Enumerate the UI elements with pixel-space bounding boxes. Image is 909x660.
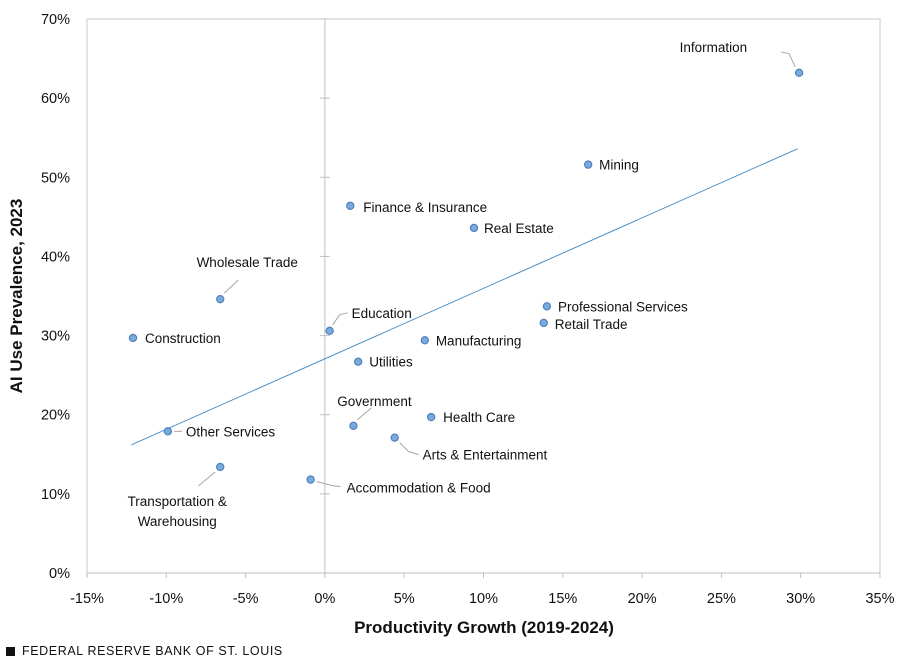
data-point-transportation-and-warehousing (216, 462, 225, 472)
point-label-arts-and-entertainment: Arts & Entertainment (423, 448, 548, 463)
point-label-health-care: Health Care (443, 410, 515, 425)
axes (86, 18, 881, 578)
y-tick-label: 40% (41, 249, 70, 265)
leader-lines (173, 51, 796, 488)
leader-line-wholesale-trade (223, 279, 239, 294)
data-point-retail-trade (539, 318, 548, 328)
leader-line-accommodation-and-food (316, 481, 341, 488)
x-tick-label: -5% (233, 591, 259, 607)
x-tick-label: 0% (314, 591, 335, 607)
point-label-government: Government (337, 394, 412, 409)
leader-line-arts-and-entertainment (399, 442, 419, 456)
tick-labels: -15% -10% -5% 0% 5% 10% 15% 20% 25% 30% 35% 0% 10% 20… (41, 12, 895, 607)
point-label-mining: Mining (599, 158, 639, 173)
data-point-professional-services (542, 302, 552, 311)
x-tick-label: 35% (865, 591, 894, 607)
leader-line-government (357, 407, 372, 421)
data-point-manufacturing (420, 336, 430, 345)
x-axis-title: Productivity Growth (2019-2024) (354, 618, 614, 637)
y-tick-label: 60% (41, 91, 70, 107)
point-label-line: Transportation & (128, 494, 227, 509)
point-label-construction: Construction (145, 331, 221, 346)
data-point-finance-and-insurance (346, 201, 355, 210)
scatter-chart: -15% -10% -5% 0% 5% 10% 15% 20% 25% 30% 35% 0% 10% 20… (7, 12, 895, 637)
data-point-health-care (426, 412, 436, 422)
x-tick-label: 20% (628, 591, 657, 607)
square-icon (6, 646, 15, 656)
y-tick-label: 50% (41, 170, 70, 186)
point-label-education: Education (352, 306, 412, 321)
data-point-wholesale-trade (216, 294, 225, 304)
x-tick-label: 5% (394, 591, 415, 607)
point-label-line: Warehousing (138, 514, 217, 529)
x-tick-label: 30% (786, 591, 815, 607)
x-tick-label: 25% (707, 591, 736, 607)
leader-line-information (780, 51, 796, 68)
point-label-information: Information (680, 40, 748, 55)
leader-line-transportation-and-warehousing (197, 471, 216, 487)
point-label-professional-services: Professional Services (558, 299, 688, 314)
y-tick-label: 30% (41, 329, 70, 345)
data-point-utilities (354, 357, 363, 366)
data-point-education (325, 326, 334, 336)
source-text: FEDERAL RESERVE BANK OF ST. LOUIS (22, 644, 283, 658)
y-axis-title: AI Use Prevalence, 2023 (7, 199, 26, 394)
point-label-transportation-and-warehousing: Transportation & Warehousing (128, 494, 227, 529)
data-point-real-estate (469, 223, 479, 233)
point-labels: Information Mining Finance & Insurance Real… (128, 40, 748, 529)
point-label-retail-trade: Retail Trade (555, 317, 628, 332)
leader-line-education (332, 312, 348, 326)
y-tick-label: 70% (41, 12, 70, 28)
trendline (131, 148, 798, 446)
data-point-construction (128, 333, 138, 343)
x-tick-label: 10% (469, 591, 498, 607)
point-label-finance-and-insurance: Finance & Insurance (363, 200, 487, 215)
x-tick-label: -15% (70, 591, 104, 607)
data-point-other-services (163, 427, 173, 436)
x-tick-label: -10% (149, 591, 183, 607)
data-point-accommodation-and-food (306, 475, 315, 484)
point-label-manufacturing: Manufacturing (436, 333, 522, 348)
point-label-accommodation-and-food: Accommodation & Food (347, 481, 491, 496)
trendline-layer (131, 148, 798, 446)
y-tick-label: 10% (41, 487, 70, 503)
data-point-government (349, 421, 358, 430)
data-point-arts-and-entertainment (390, 433, 399, 442)
source-footer: FEDERAL RESERVE BANK OF ST. LOUIS (6, 644, 283, 658)
point-label-other-services: Other Services (186, 424, 276, 439)
y-tick-label: 0% (49, 566, 70, 582)
x-tick-label: 15% (548, 591, 577, 607)
data-point-mining (583, 160, 593, 169)
data-points (128, 68, 804, 484)
data-point-information (794, 68, 804, 78)
y-tick-label: 20% (41, 408, 70, 424)
point-label-wholesale-trade: Wholesale Trade (197, 255, 298, 270)
point-label-real-estate: Real Estate (484, 221, 554, 236)
point-label-utilities: Utilities (369, 355, 413, 370)
